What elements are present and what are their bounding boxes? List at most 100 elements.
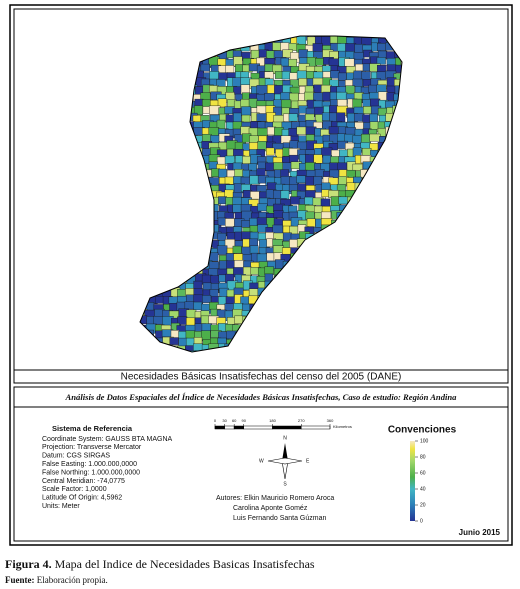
municipality-cell: [305, 344, 316, 352]
municipality-cell: [299, 325, 309, 334]
municipality-cell: [202, 191, 212, 202]
municipality-cell: [403, 352, 413, 360]
layout-title: Análisis de Datos Espaciales del Índice …: [65, 392, 458, 402]
municipality-cell: [140, 203, 147, 213]
municipality-cell: [201, 36, 212, 38]
municipality-cell: [400, 36, 402, 45]
municipality-cell: [162, 64, 172, 75]
municipality-cell: [257, 343, 268, 352]
municipality-cell: [193, 36, 205, 37]
municipality-cell: [146, 36, 156, 40]
municipality-cell: [360, 302, 371, 312]
municipality-cell: [162, 113, 172, 123]
municipality-cell: [243, 353, 254, 361]
municipality-cell: [370, 219, 380, 229]
municipality-cell: [393, 134, 402, 145]
municipality-cell: [140, 57, 143, 68]
municipality-cell: [362, 353, 371, 361]
municipality-cell: [185, 252, 195, 263]
municipality-cell: [153, 267, 165, 276]
municipality-cell: [209, 261, 219, 270]
municipality-cell: [177, 238, 189, 247]
municipality-cell: [297, 350, 307, 352]
municipality-cell: [140, 344, 149, 352]
municipality-cell: [161, 212, 173, 223]
municipality-cell: [393, 170, 402, 179]
municipality-cell: [160, 120, 170, 129]
municipality-cell: [176, 101, 186, 110]
municipality-cell: [249, 359, 260, 366]
municipality-cell: [290, 316, 301, 327]
municipality-cell: [370, 163, 380, 174]
municipality-cell: [140, 268, 147, 279]
east-label: E: [306, 458, 310, 464]
municipality-cell: [328, 295, 340, 306]
municipality-cell: [152, 98, 164, 109]
municipality-cell: [400, 192, 402, 201]
municipality-cell: [256, 85, 268, 95]
municipality-cell: [162, 42, 173, 52]
municipality-cell: [403, 93, 414, 103]
municipality-cell: [259, 329, 269, 339]
municipality-cell: [394, 239, 402, 250]
municipality-cell: [170, 254, 182, 263]
municipality-cell: [168, 274, 178, 285]
municipality-cell: [140, 134, 149, 143]
municipality-cell: [249, 245, 259, 254]
municipality-cell: [147, 346, 158, 352]
municipality-cell: [400, 57, 402, 66]
municipality-cell: [266, 296, 278, 305]
municipality-cell: [345, 234, 355, 243]
legend-tick-label: 20: [420, 502, 426, 508]
municipality-cell: [337, 343, 349, 352]
municipality-cell: [361, 281, 371, 292]
municipality-cell: [154, 135, 166, 146]
scale-segment: [272, 425, 302, 430]
municipality-cell: [376, 337, 387, 346]
municipality-cell: [393, 331, 402, 341]
municipality-cell: [200, 37, 211, 47]
municipality-cell: [185, 191, 197, 200]
municipality-cell: [153, 353, 162, 361]
municipality-cell: [178, 234, 190, 244]
municipality-cell: [241, 343, 253, 352]
municipality-cell: [322, 330, 332, 340]
municipality-cell: [140, 141, 150, 150]
municipality-cell: [170, 72, 180, 83]
municipality-cell: [384, 182, 395, 192]
municipality-cell: [210, 275, 220, 285]
municipality-cell: [265, 351, 276, 352]
municipality-cell: [331, 283, 342, 293]
municipality-cell: [377, 323, 388, 334]
municipality-cell: [321, 310, 332, 319]
municipality-cell: [314, 238, 324, 249]
municipality-cell: [403, 113, 411, 121]
municipality-cell: [176, 211, 188, 220]
municipality-cell: [400, 303, 402, 314]
municipality-cell: [140, 211, 149, 221]
municipality-cell: [361, 358, 370, 368]
municipality-cell: [288, 113, 298, 122]
municipality-cell: [170, 52, 182, 61]
caption-text: Mapa del Indice de Necesidades Basicas I…: [55, 557, 315, 571]
scale-segment: [243, 425, 273, 430]
municipality-cell: [153, 155, 164, 166]
municipality-cell: [401, 163, 402, 172]
municipality-cell: [176, 79, 188, 89]
municipality-cell: [274, 274, 286, 283]
municipality-cell: [321, 266, 331, 275]
municipality-cell: [306, 275, 318, 283]
municipality-cell: [145, 190, 156, 200]
municipality-cell: [162, 51, 174, 59]
municipality-cell: [170, 141, 182, 152]
municipality-cell: [140, 248, 141, 259]
municipality-cell: [403, 177, 412, 184]
municipality-cell: [154, 79, 163, 89]
municipality-cell: [304, 323, 315, 333]
municipality-cell: [378, 239, 390, 249]
municipality-cell: [280, 57, 290, 67]
municipality-cell: [177, 261, 187, 271]
municipality-cell: [177, 36, 189, 38]
municipality-cell: [147, 288, 158, 297]
municipality-cell: [161, 168, 171, 177]
